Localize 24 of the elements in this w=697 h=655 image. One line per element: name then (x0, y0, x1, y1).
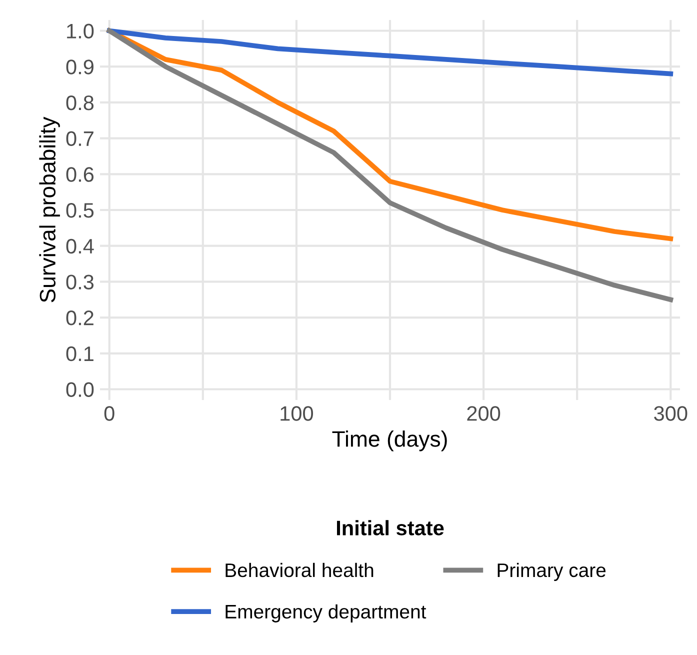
y-tick-label: 0.2 (66, 310, 94, 326)
line-series (106, 28, 674, 76)
y-tick-label: 0.4 (66, 238, 94, 254)
y-tick-label: 0.3 (66, 274, 94, 290)
y-tick-label: 1.0 (67, 24, 94, 39)
y-tick-label: 0.0 (66, 382, 94, 397)
x-tick-label: 200 (467, 406, 500, 421)
legend-label: Primary care (498, 562, 606, 581)
x-tick-label: 300 (654, 406, 688, 421)
legend-title: Initial state (336, 520, 444, 536)
x-tick-label: 0 (104, 406, 114, 421)
line-series (106, 28, 674, 242)
y-axis-title: Survival probability (39, 116, 60, 302)
legend-label: Behavioral health (226, 562, 374, 578)
y-tick-label: 0.5 (66, 203, 94, 218)
y-tick-label: 0.6 (66, 167, 94, 182)
line-series (106, 28, 674, 302)
x-axis-title: Time (days) (332, 430, 447, 452)
y-tick-label: 0.9 (66, 60, 94, 74)
y-tick-label: 0.7 (66, 131, 94, 146)
y-tick-label: 0.1 (66, 346, 94, 362)
legend-label: Emergency department (226, 604, 426, 622)
y-tick-label: 0.8 (66, 95, 94, 110)
x-tick-label: 100 (280, 406, 314, 421)
